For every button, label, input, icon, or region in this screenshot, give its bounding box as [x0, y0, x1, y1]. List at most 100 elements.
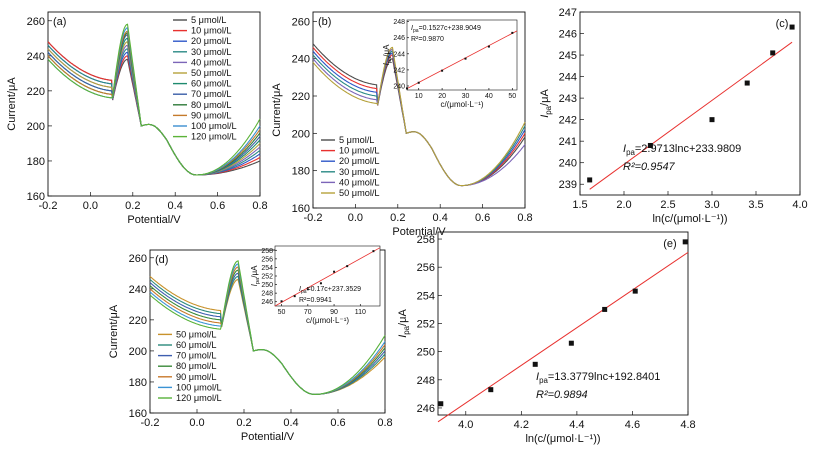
y-tick-label: 258 — [261, 248, 273, 255]
x-tick-label: 10 — [415, 93, 423, 100]
y-tick-label: 250 — [261, 282, 273, 289]
legend-label: 70 μmol/L — [176, 351, 217, 361]
x-axis-label: ln(c/(μmol·L⁻¹)) — [652, 213, 727, 225]
x-tick-label: 2.0 — [616, 199, 631, 211]
x-axis-label: Potential/V — [127, 214, 181, 226]
y-tick-label: 241 — [559, 136, 577, 148]
data-point — [319, 282, 322, 285]
y-tick-label: 258 — [417, 234, 435, 246]
x-tick-label: 3.0 — [704, 199, 719, 211]
y-tick-label: 220 — [27, 86, 45, 98]
data-point — [709, 117, 715, 123]
data-point — [417, 81, 420, 84]
data-point — [306, 288, 309, 291]
data-point — [789, 24, 795, 30]
data-point — [511, 31, 514, 34]
data-point — [488, 387, 494, 393]
data-point — [647, 142, 653, 148]
panel-a: -0.2 0.0 0.2 0.4 0.6 0.8 160 180 200 220 240 260 Pot… — [6, 11, 268, 226]
legend-label: 5 μmol/L — [339, 135, 374, 145]
legend-label: 50 μmol/L — [176, 329, 217, 339]
x-tick-label: 30 — [462, 93, 470, 100]
legend-label: 60 μmol/L — [176, 340, 217, 350]
y-tick-label: 247 — [559, 7, 577, 19]
inset-frame — [406, 19, 518, 91]
y-axis-label: Current/μA — [271, 83, 283, 137]
x-tick-label: 0.6 — [210, 200, 225, 212]
y-axis-label: Ipa/μA — [250, 265, 261, 286]
legend-label: 20 μmol/L — [191, 36, 232, 46]
y-tick-label: 252 — [417, 319, 435, 331]
x-tick-label: 0.4 — [168, 200, 183, 212]
fit-equation: Ipa=13.3779lnc+192.8401 — [536, 371, 660, 385]
y-axis-label: Ipa/μA — [397, 309, 411, 338]
legend-label: 40 μmol/L — [339, 177, 380, 187]
x-tick-label: 50 — [278, 309, 286, 316]
y-tick-label: 160 — [129, 408, 147, 420]
legend-label: 50 μmol/L — [191, 68, 232, 78]
panel-b: -0.2 0.0 0.2 0.4 0.6 0.8 160 180 200 220 240 260 Pot… — [271, 11, 533, 238]
panel-label: (b) — [318, 16, 331, 28]
x-tick-label: 0.0 — [348, 212, 363, 224]
y-tick-label: 180 — [27, 156, 45, 168]
y-tick-label: 250 — [417, 347, 435, 359]
y-tick-label: 248 — [261, 291, 273, 298]
x-tick-label: 0.8 — [517, 212, 532, 224]
data-point — [464, 57, 467, 60]
series-line — [149, 260, 386, 395]
data-point — [487, 45, 490, 48]
inset-b: 10 20 30 40 50 240 242 244 246 248 Ipa=0.1527c+238… — [382, 19, 518, 109]
plot-frame — [47, 11, 261, 197]
y-tick-label: 248 — [393, 19, 405, 26]
plot-frame — [437, 231, 689, 416]
x-tick-label: -0.2 — [141, 417, 160, 429]
x-tick-label: 50 — [508, 93, 516, 100]
y-tick-label: 240 — [27, 51, 45, 63]
data-point — [632, 288, 638, 294]
x-axis-label: c/(μmol·L⁻¹) — [306, 316, 349, 325]
fit-equation: Ipa=0.17c+237.3529 — [299, 286, 361, 295]
x-tick-label: 4.0 — [458, 419, 473, 431]
panel-label: (d) — [155, 254, 168, 266]
y-axis-label: Ipa/μA — [382, 44, 393, 65]
x-tick-label: 4.4 — [569, 419, 584, 431]
x-tick-label: 0.2 — [390, 212, 405, 224]
legend-label: 100 μmol/L — [191, 121, 237, 131]
y-tick-label: 244 — [393, 51, 405, 58]
x-tick-label: 2.5 — [660, 199, 675, 211]
x-tick-label: 4.8 — [680, 419, 695, 431]
fit-line — [437, 251, 689, 423]
y-tick-label: 246 — [261, 299, 273, 306]
legend-label: 90 μmol/L — [191, 110, 232, 120]
data-point — [280, 300, 283, 303]
y-tick-label: 220 — [292, 91, 310, 103]
fit-r2: R²=0.9894 — [536, 389, 588, 401]
data-point — [682, 239, 688, 245]
y-tick-label: 252 — [261, 274, 273, 281]
fit-line — [274, 247, 381, 307]
fit-line — [589, 41, 793, 190]
y-tick-label: 246 — [417, 403, 435, 415]
fit-equation: Ipa=2.9713lnc+233.9809 — [623, 143, 741, 157]
plot-frame — [149, 249, 386, 414]
legend-label: 120 μmol/L — [191, 132, 237, 142]
y-tick-label: 242 — [393, 67, 405, 74]
y-tick-label: 160 — [292, 203, 310, 215]
panel-c: 1.5 2.0 2.5 3.0 3.5 4.0 239 240 241 242 243 244 245 2… — [539, 7, 808, 225]
x-axis-label: ln(c/(μmol·L⁻¹)) — [525, 433, 600, 445]
panel-label: (c) — [776, 18, 789, 30]
y-axis-label: Current/μA — [108, 304, 120, 358]
x-tick-label: -0.2 — [304, 212, 323, 224]
x-tick-label: 70 — [304, 309, 312, 316]
x-tick-label: 0.0 — [189, 417, 204, 429]
panel-d: -0.2 0.0 0.2 0.4 0.6 0.8 160 180 200 220 240 260 Pot… — [108, 245, 393, 443]
x-tick-label: 0.2 — [125, 200, 140, 212]
legend-label: 60 μmol/L — [191, 79, 232, 89]
panel-e: 4.0 4.2 4.4 4.6 4.8 246 248 250 252 254 256 258 ln(c… — [397, 231, 696, 445]
data-point — [770, 50, 776, 56]
y-tick-label: 180 — [292, 166, 310, 178]
legend-label: 10 μmol/L — [191, 26, 232, 36]
data-point — [744, 80, 750, 86]
data-point — [346, 265, 349, 268]
y-tick-label: 200 — [27, 121, 45, 133]
